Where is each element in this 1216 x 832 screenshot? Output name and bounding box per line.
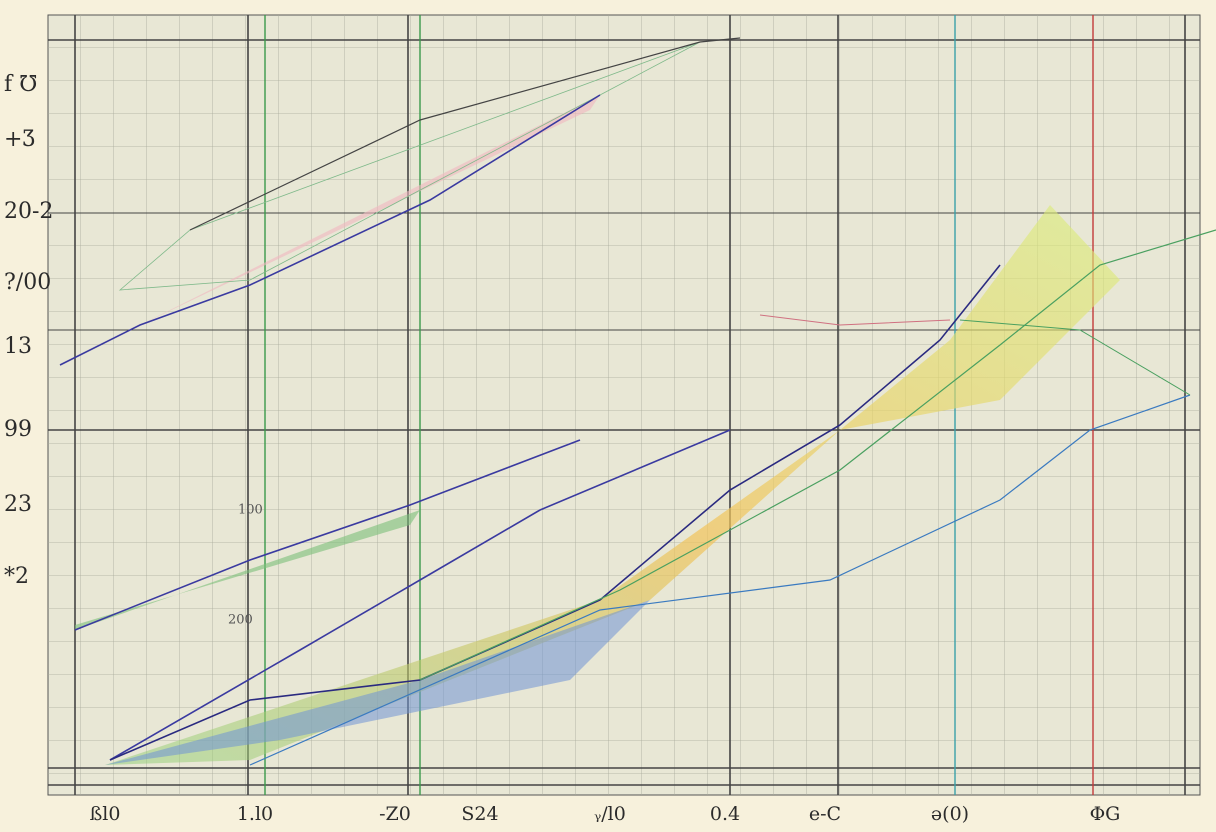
x-label: -Z0: [379, 803, 411, 825]
grid: [48, 15, 1200, 795]
x-labels: ßl0 1.l0 -Z0 S24 ᵧ/l0 0.4 e-C ə(0) ΦG: [90, 803, 1121, 825]
y-label: 20-2: [4, 199, 53, 224]
y-label: 13: [4, 334, 32, 359]
y-label: *2: [4, 564, 29, 589]
y-label: f ℧: [4, 72, 37, 97]
y-label: +Ʒ: [4, 127, 35, 152]
y-labels: f ℧ +Ʒ 20-2 ?/00 13 99 23 *2: [4, 72, 53, 589]
annotation: 200: [228, 613, 253, 628]
major-grid: [48, 15, 1200, 795]
series-lines: [59, 37, 1216, 766]
y-label: ?/00: [4, 270, 51, 295]
x-label: ΦG: [1090, 803, 1121, 825]
series-shapes: [60, 41, 1120, 765]
y-label: 99: [4, 417, 32, 442]
y-label: 23: [4, 492, 32, 517]
x-label: 1.l0: [237, 803, 273, 825]
x-label: e-C: [809, 803, 841, 825]
annotation: 100: [238, 503, 263, 518]
x-label: ᵧ/l0: [594, 803, 626, 825]
x-label: 0.4: [710, 803, 740, 825]
x-label: ə(0): [931, 803, 969, 825]
x-label: ßl0: [90, 803, 121, 825]
x-label: S24: [461, 803, 498, 825]
